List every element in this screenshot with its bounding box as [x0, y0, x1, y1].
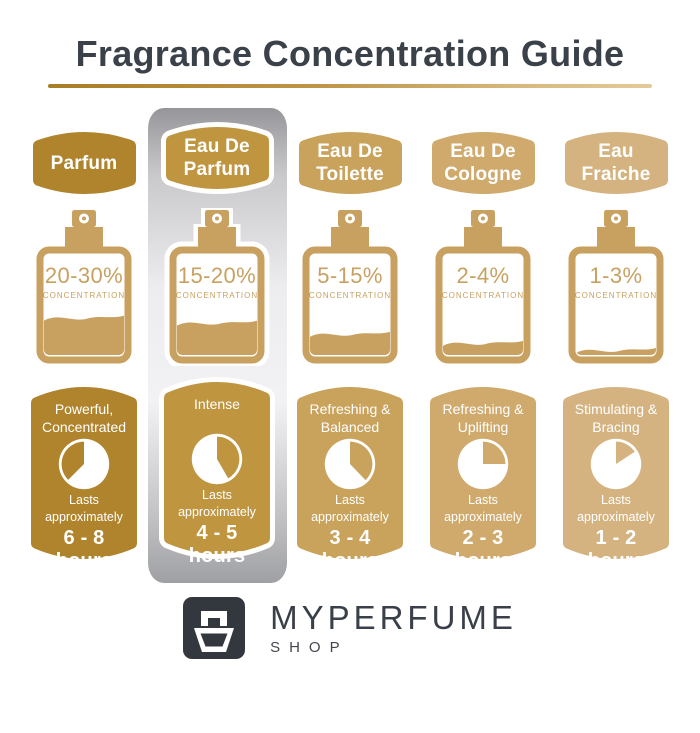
info-card-eau-de-toilette: Refreshing & Balanced Lasts approximatel…: [297, 387, 403, 572]
lasts-label: Lasts approximately: [577, 493, 655, 524]
concentration-value: 15-20%: [177, 263, 257, 289]
category-badge-eau-fraiche: Eau Fraiche: [564, 132, 668, 195]
perfume-bottle-icon: 2-4% CONCENTRATION: [428, 208, 538, 366]
lasts-label: Lasts approximately: [444, 493, 522, 524]
category-name: Parfum: [50, 152, 118, 174]
badge-shape: [564, 132, 668, 195]
clock-icon: [189, 431, 245, 487]
clock-icon: [455, 436, 511, 492]
info-card-parfum: Powerful, Concentrated Lasts approximate…: [31, 387, 137, 572]
title-underline: [48, 84, 652, 89]
category-badge-eau-de-parfum: Eau De Parfum: [160, 122, 274, 195]
concentration-label: CONCENTRATION: [42, 291, 126, 301]
concentration-label: CONCENTRATION: [308, 291, 392, 301]
perfume-bottle-icon: 5-15% CONCENTRATION: [295, 208, 405, 366]
concentration-value: 20-30%: [44, 263, 124, 289]
brand-subtitle: SHOP: [270, 639, 349, 657]
duration-value: 6 - 8 hours: [55, 526, 113, 572]
perfume-bottle-icon: 15-20% CONCENTRATION: [162, 208, 272, 367]
category-name: Eau De Cologne: [444, 141, 522, 186]
concentration-value: 5-15%: [317, 263, 383, 289]
category-badge-eau-de-toilette: Eau De Toilette: [298, 132, 402, 195]
concentration-label: CONCENTRATION: [175, 291, 259, 301]
clock-icon: [322, 436, 378, 492]
clock-icon: [588, 436, 644, 492]
lasts-label: Lasts approximately: [178, 488, 256, 519]
info-card-eau-de-cologne: Refreshing & Uplifting Lasts approximate…: [430, 387, 536, 572]
descriptor-text: Refreshing & Uplifting: [442, 401, 524, 435]
info-card-eau-fraiche: Stimulating & Bracing Lasts approximatel…: [563, 387, 669, 572]
duration-value: 2 - 3 hours: [454, 526, 512, 572]
descriptor-text: Intense: [194, 396, 240, 413]
brand-name: MYPERFUME: [270, 599, 517, 637]
category-name: Eau De Toilette: [316, 141, 384, 186]
category-badge-eau-de-cologne: Eau De Cologne: [431, 132, 535, 195]
perfume-bottle-icon: 20-30% CONCENTRATION: [29, 208, 139, 366]
brand-logo-icon: [183, 597, 246, 660]
duration-value: 4 - 5 hours: [188, 521, 246, 567]
category-name: Eau Fraiche: [581, 141, 651, 186]
brand-footer: MYPERFUME SHOP: [0, 595, 700, 661]
category-badge-parfum: Parfum: [32, 132, 136, 195]
category-name: Eau De Parfum: [183, 136, 251, 181]
lasts-label: Lasts approximately: [45, 493, 123, 524]
bottle-shape: [428, 208, 538, 366]
concentration-value: 1-3%: [589, 263, 643, 289]
bottle-shape: [162, 208, 272, 367]
info-card-eau-de-parfum: Intense Lasts approximately 4 - 5 hours: [159, 377, 275, 567]
concentration-label: CONCENTRATION: [441, 291, 525, 301]
column-eau-de-parfum: Eau De Parfum 15-20% CONCENTRATION Int: [147, 108, 287, 584]
badge-shape: [431, 132, 535, 195]
badge-shape: [32, 132, 136, 195]
concentration-columns: Parfum 20-30% CONCENTRATION Powerful, Co…: [18, 108, 683, 584]
descriptor-text: Refreshing & Balanced: [309, 401, 391, 435]
duration-value: 3 - 4 hours: [321, 526, 379, 572]
lasts-label: Lasts approximately: [311, 493, 389, 524]
bottle-shape: [561, 208, 671, 366]
duration-value: 1 - 2 hours: [587, 526, 645, 572]
bottle-shape: [29, 208, 139, 366]
concentration-value: 2-4%: [456, 263, 510, 289]
column-eau-de-toilette: Eau De Toilette 5-15% CONCENTRATION Refr…: [284, 108, 417, 583]
descriptor-text: Powerful, Concentrated: [41, 401, 127, 435]
column-eau-fraiche: Eau Fraiche 1-3% CONCENTRATION Stimulati…: [550, 108, 683, 583]
badge-shape: [160, 122, 274, 195]
page-title: Fragrance Concentration Guide: [75, 33, 625, 74]
column-parfum: Parfum 20-30% CONCENTRATION Powerful, Co…: [18, 108, 151, 583]
column-eau-de-cologne: Eau De Cologne 2-4% CONCENTRATION Refres…: [417, 108, 550, 583]
concentration-label: CONCENTRATION: [574, 291, 658, 301]
bottle-shape: [295, 208, 405, 366]
badge-shape: [298, 132, 402, 195]
descriptor-text: Stimulating & Bracing: [574, 401, 658, 435]
clock-icon: [56, 436, 112, 492]
perfume-bottle-icon: 1-3% CONCENTRATION: [561, 208, 671, 366]
